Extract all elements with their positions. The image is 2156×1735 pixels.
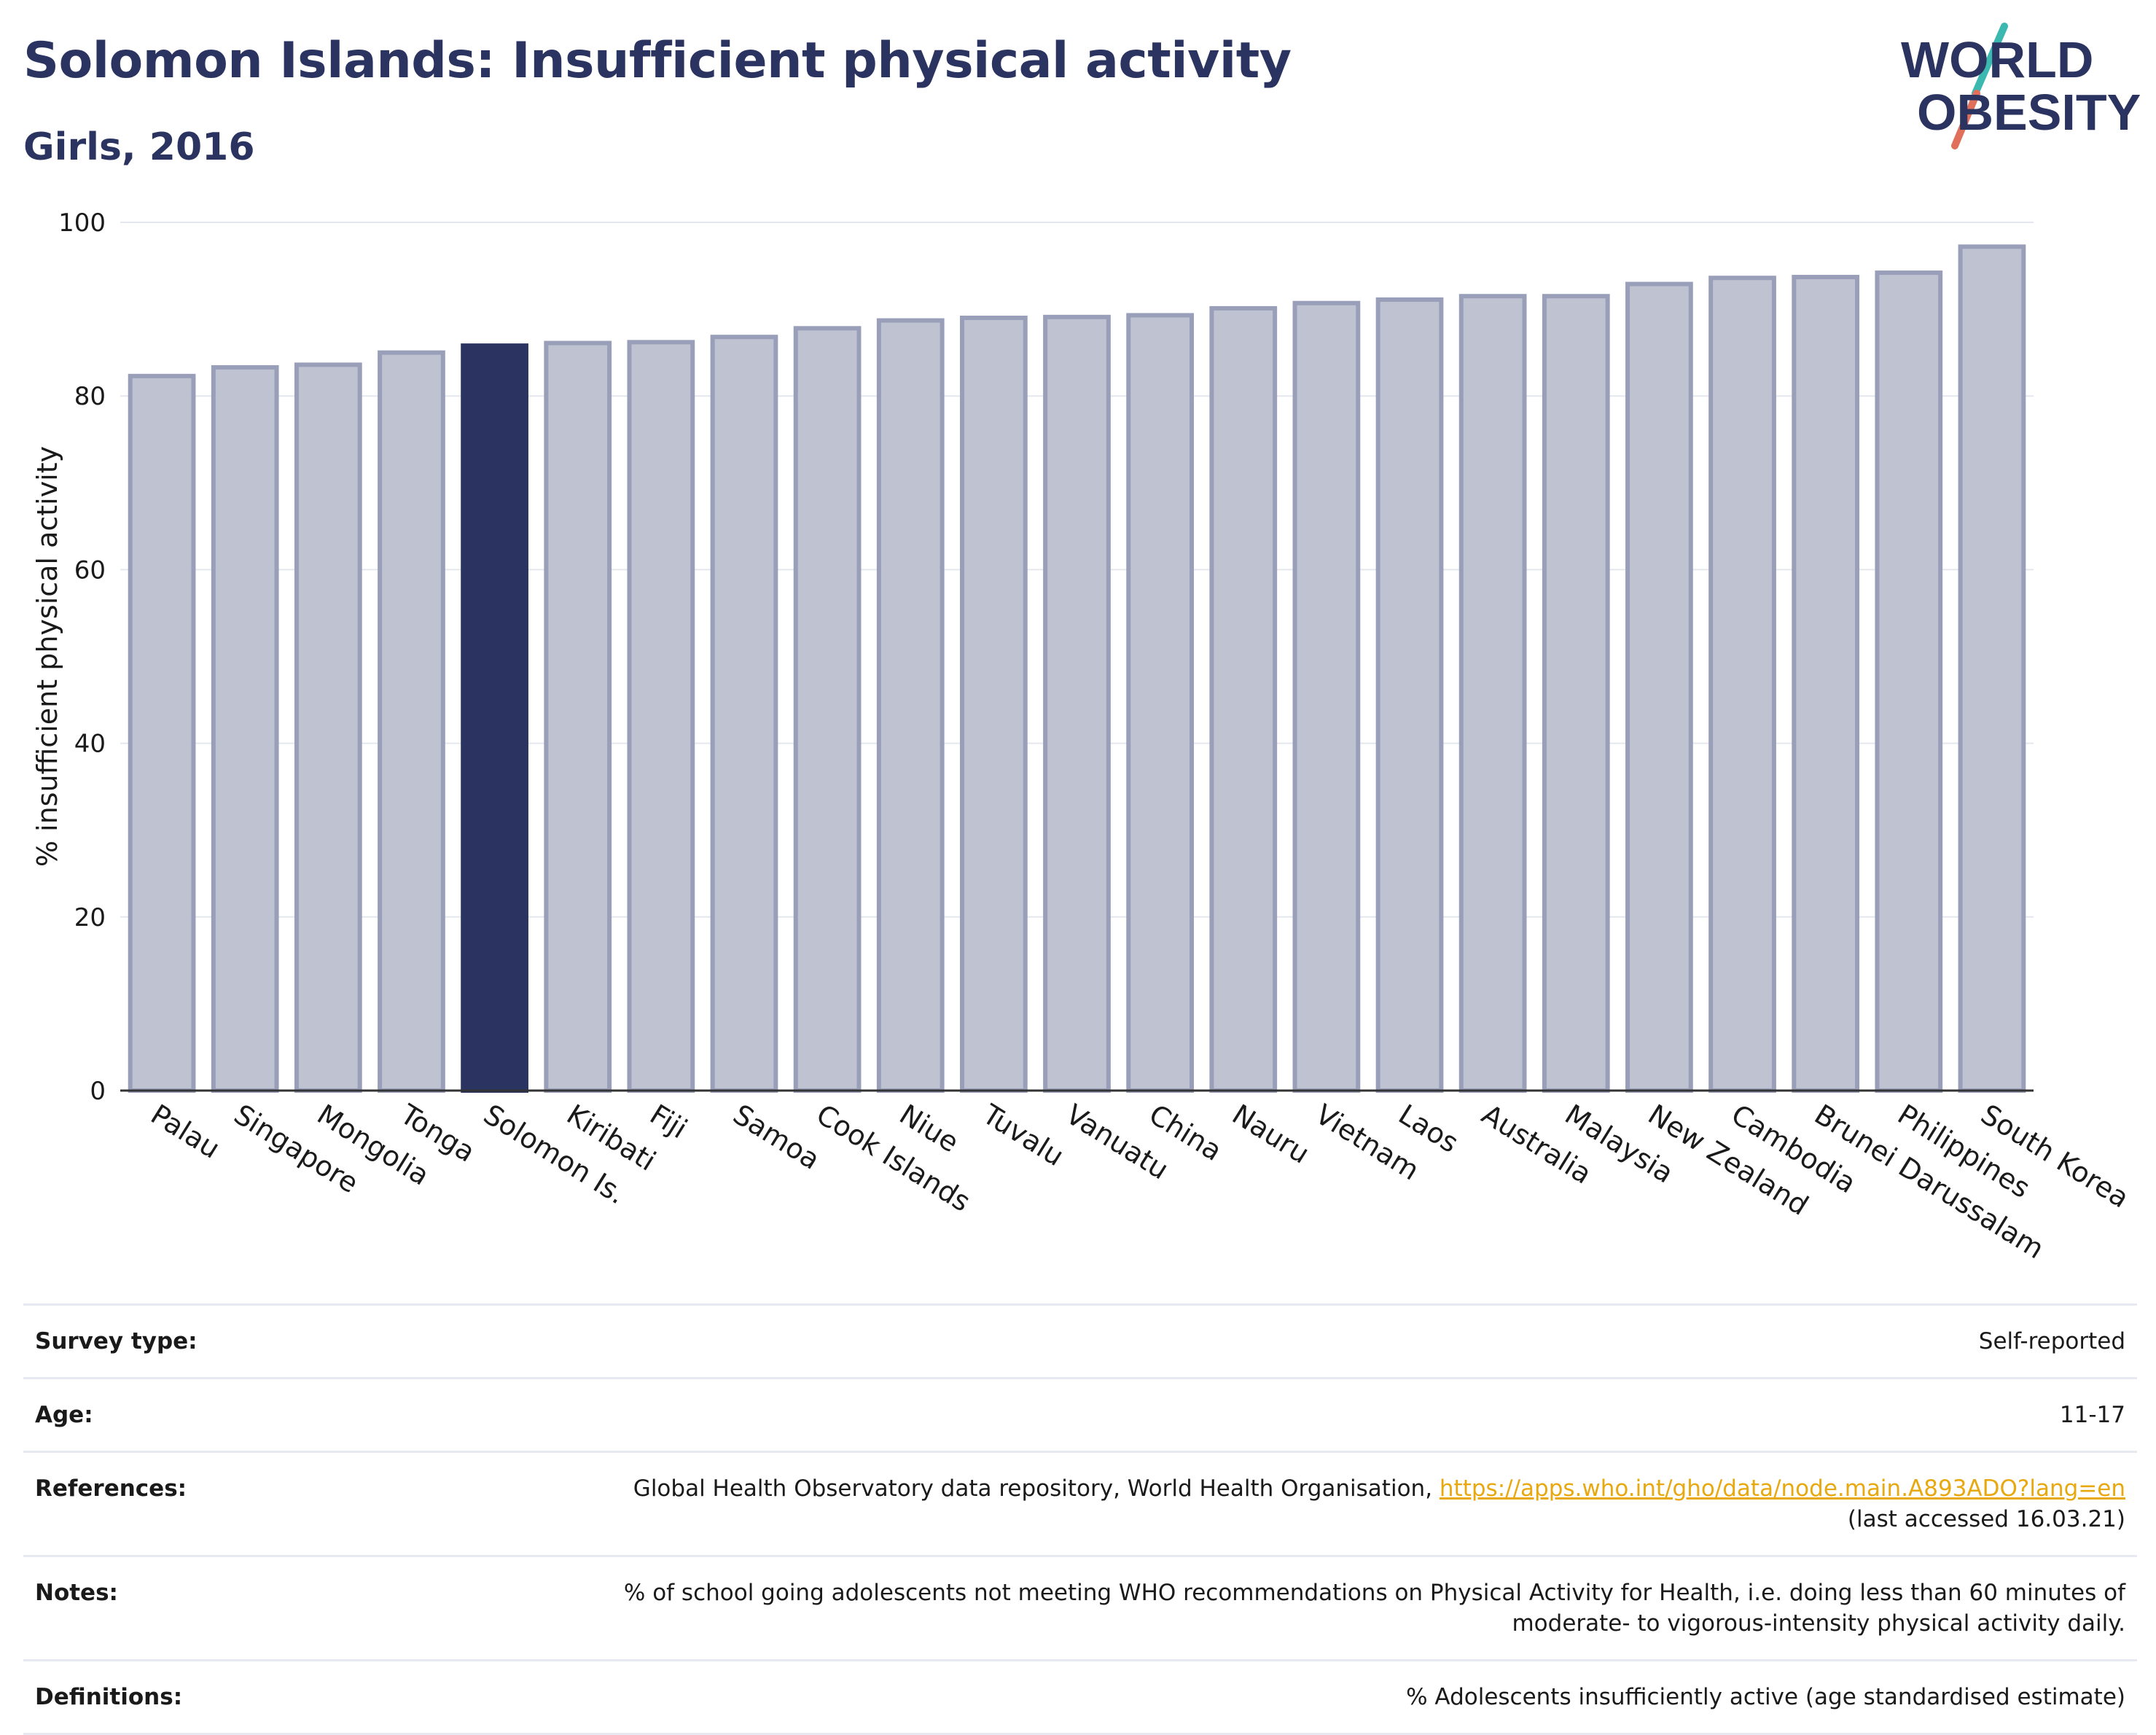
bar — [461, 343, 528, 1093]
bar — [1126, 313, 1194, 1093]
world-obesity-logo: WORLD OBESITY — [1901, 23, 2141, 149]
logo-word-1: WORLD — [1901, 31, 2093, 88]
logo-word-2: OBESITY — [1917, 84, 2141, 141]
bar — [294, 362, 362, 1093]
bar — [793, 326, 862, 1093]
bar — [544, 340, 612, 1093]
bar — [128, 373, 196, 1093]
notes-line-1: % of school going adolescents not meetin… — [623, 1580, 2125, 1606]
bar — [1958, 244, 2026, 1093]
survey-type-value: Self-reported — [1978, 1328, 2125, 1354]
logo-teal-stroke — [1972, 23, 2008, 97]
bar — [1792, 275, 1860, 1093]
bar — [1292, 300, 1361, 1093]
x-tick-label: Cook Islands — [811, 1098, 976, 1217]
y-tick-label: 20 — [74, 903, 106, 932]
survey-type-label: Survey type: — [35, 1328, 198, 1354]
metadata-table: Survey type: Self-reported Age: 11-17 Re… — [23, 1303, 2137, 1735]
chart-title: Solomon Islands: Insufficient physical a… — [23, 32, 1292, 90]
bar — [1458, 294, 1527, 1093]
x-tick-label: Palau — [145, 1098, 225, 1165]
bar — [627, 340, 695, 1093]
bar — [1375, 297, 1444, 1093]
y-tick-label: 100 — [58, 208, 106, 238]
y-axis-title: % insufficient physical activity — [31, 446, 63, 867]
references-value: Global Health Observatory data repositor… — [633, 1473, 2125, 1535]
references-accessed: (last accessed 16.03.21) — [1847, 1506, 2125, 1532]
x-tick-label: Tuvalu — [977, 1098, 1070, 1172]
y-tick-label: 0 — [90, 1077, 106, 1106]
bar — [876, 318, 945, 1093]
meta-row-notes: Notes: % of school going adolescents not… — [23, 1555, 2137, 1659]
definitions-label: Definitions: — [35, 1684, 183, 1710]
bar — [1625, 281, 1693, 1093]
logo-coral-stroke — [1951, 90, 1980, 149]
bar — [1043, 314, 1111, 1093]
bar — [1708, 276, 1776, 1093]
x-tick-label: Nauru — [1227, 1098, 1315, 1170]
age-value: 11-17 — [2059, 1402, 2125, 1428]
age-label: Age: — [35, 1402, 93, 1428]
x-tick-label: Fiji — [644, 1098, 692, 1145]
bar — [710, 335, 778, 1093]
references-label: References: — [35, 1475, 187, 1502]
definitions-value: % Adolescents insufficiently active (age… — [1406, 1684, 2125, 1710]
meta-row-definitions: Definitions: % Adolescents insufficientl… — [23, 1659, 2137, 1735]
bar — [1209, 305, 1278, 1093]
bar — [1875, 270, 1943, 1093]
bar — [378, 350, 445, 1093]
references-text: Global Health Observatory data repositor… — [633, 1475, 1440, 1502]
bar — [1542, 294, 1610, 1093]
meta-row-age: Age: 11-17 — [23, 1377, 2137, 1451]
meta-row-survey-type: Survey type: Self-reported — [23, 1303, 2137, 1377]
y-tick-label: 60 — [74, 555, 106, 585]
bar — [211, 364, 279, 1093]
references-link[interactable]: https://apps.who.int/gho/data/node.main.… — [1439, 1475, 2125, 1502]
x-tick-label: Samoa — [727, 1098, 825, 1176]
bar — [960, 316, 1028, 1093]
notes-line-2: moderate- to vigorous-intensity physical… — [1512, 1610, 2125, 1637]
meta-row-references: References: Global Health Observatory da… — [23, 1451, 2137, 1555]
bar-chart: 0 20 40 60 80 100 % insufficient physical acti… — [31, 208, 2135, 1265]
notes-value: % of school going adolescents not meetin… — [624, 1578, 2125, 1639]
chart-subtitle: Girls, 2016 — [23, 125, 255, 169]
y-tick-label: 80 — [74, 382, 106, 411]
notes-label: Notes: — [35, 1580, 118, 1606]
y-tick-label: 40 — [74, 730, 106, 759]
